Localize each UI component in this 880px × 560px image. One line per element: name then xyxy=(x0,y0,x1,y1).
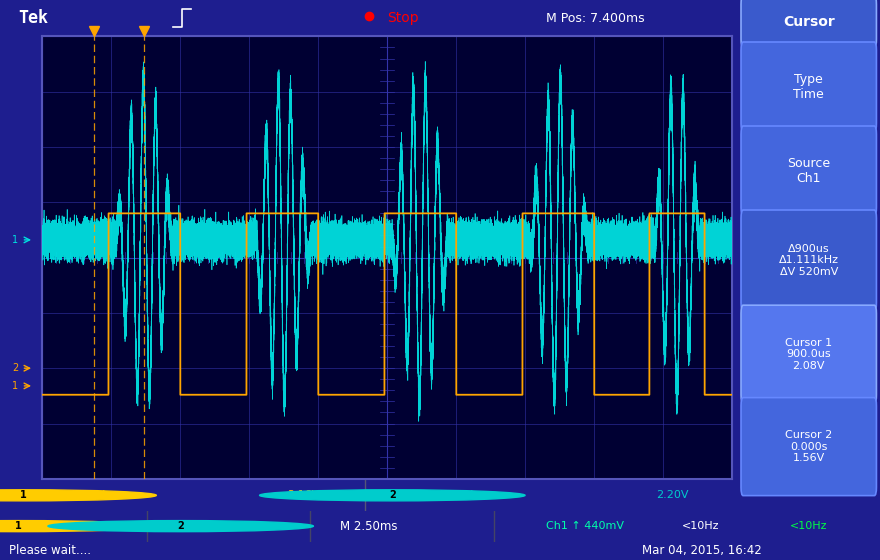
Text: Δ900us
Δ1.111kHz
ΔV 520mV: Δ900us Δ1.111kHz ΔV 520mV xyxy=(779,244,839,277)
Text: 1.00V: 1.00V xyxy=(52,520,85,533)
Text: Ch1 ↑ 440mV: Ch1 ↑ 440mV xyxy=(546,521,624,531)
FancyBboxPatch shape xyxy=(741,305,876,403)
Text: 1: 1 xyxy=(20,491,27,500)
FancyBboxPatch shape xyxy=(741,0,876,48)
Text: Tek: Tek xyxy=(18,9,48,27)
FancyBboxPatch shape xyxy=(741,398,876,496)
FancyBboxPatch shape xyxy=(741,210,876,311)
Text: 1: 1 xyxy=(12,235,18,245)
Text: 2: 2 xyxy=(177,521,184,531)
Text: Cursor 1
900.0us
2.08V: Cursor 1 900.0us 2.08V xyxy=(785,338,832,371)
Text: 2.16V: 2.16V xyxy=(288,491,320,500)
Text: <10Hz: <10Hz xyxy=(790,521,827,531)
Circle shape xyxy=(0,521,151,531)
Text: Peak Peak: Peak Peak xyxy=(52,491,108,500)
Circle shape xyxy=(0,490,157,501)
Text: Type
Time: Type Time xyxy=(794,73,824,101)
Circle shape xyxy=(48,521,313,531)
Text: Stop: Stop xyxy=(387,11,419,25)
Text: Source
Ch1: Source Ch1 xyxy=(787,157,831,185)
Text: Cursor 2
0.000s
1.56V: Cursor 2 0.000s 1.56V xyxy=(785,430,832,463)
Text: <10Hz: <10Hz xyxy=(682,521,719,531)
Text: 2.20V: 2.20V xyxy=(656,491,689,500)
Text: Mar 04, 2015, 16:42: Mar 04, 2015, 16:42 xyxy=(642,544,762,557)
Circle shape xyxy=(260,490,525,501)
Text: Please wait....: Please wait.... xyxy=(9,544,91,557)
FancyBboxPatch shape xyxy=(741,42,876,132)
Text: 1: 1 xyxy=(12,381,18,391)
Text: M Pos: 7.400ms: M Pos: 7.400ms xyxy=(546,12,644,25)
Text: Peak Peak: Peak Peak xyxy=(421,491,477,500)
Text: 2: 2 xyxy=(389,491,396,500)
Text: M 2.50ms: M 2.50ms xyxy=(340,520,398,533)
Text: Cursor: Cursor xyxy=(783,15,834,29)
Text: 2: 2 xyxy=(11,363,18,373)
Text: 500mV: 500mV xyxy=(210,520,252,533)
FancyBboxPatch shape xyxy=(741,126,876,216)
Text: 1: 1 xyxy=(15,521,22,531)
